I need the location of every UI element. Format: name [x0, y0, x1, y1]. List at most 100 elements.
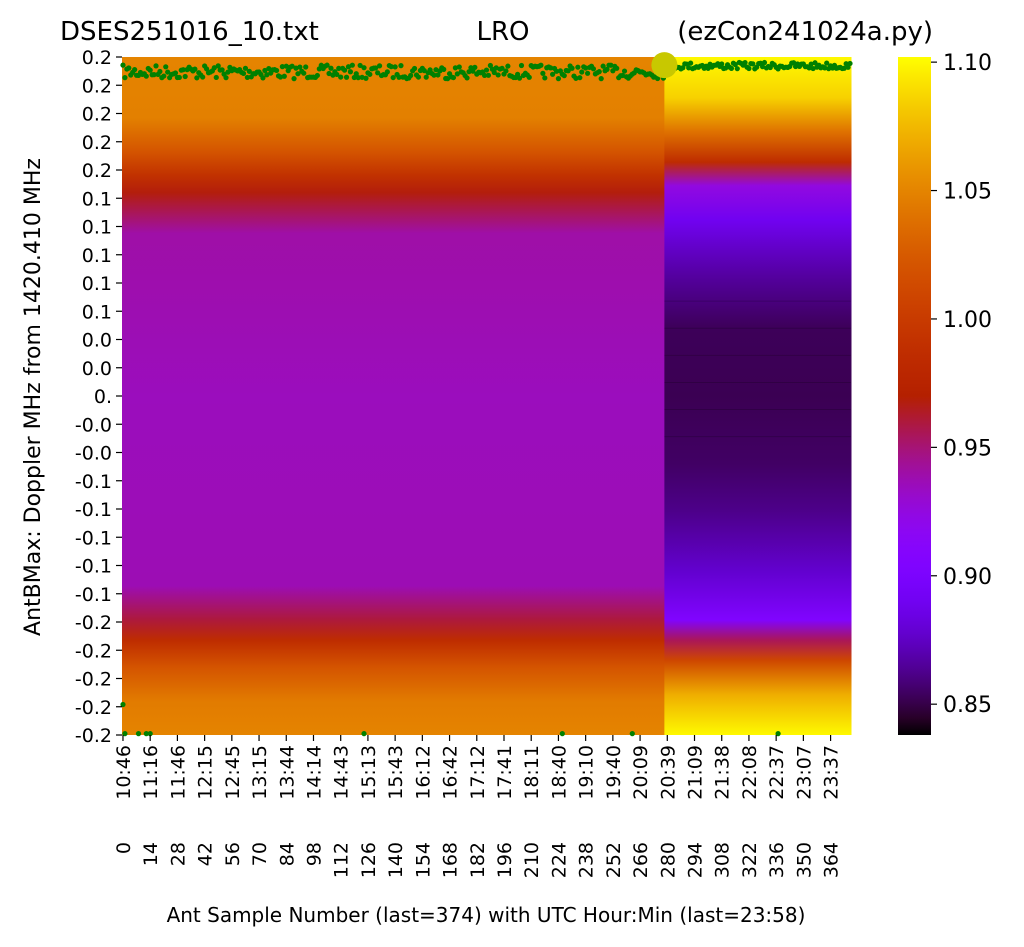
max-dot	[579, 69, 585, 75]
x-tick-sample: 98	[303, 842, 325, 866]
max-dot	[126, 65, 132, 71]
y-tick-label: -0.2	[75, 669, 112, 691]
x-tick-sample: 84	[276, 842, 298, 866]
max-dot	[775, 731, 781, 737]
max-dot	[161, 73, 167, 79]
max-dot	[172, 70, 179, 76]
y-tick-label: -0.0	[75, 443, 112, 465]
y-tick-label: 0.2	[82, 132, 112, 154]
max-dot	[569, 65, 575, 71]
max-dot	[297, 64, 303, 70]
colorbar-tick-label: 0.95	[943, 436, 992, 461]
y-tick-label: 0.1	[82, 273, 112, 295]
max-dot	[223, 75, 229, 81]
colorbar-tick-label: 1.00	[943, 308, 992, 333]
max-dot	[357, 62, 363, 69]
max-dot	[450, 74, 457, 81]
x-tick-time: 16:42	[440, 745, 462, 800]
max-dot	[596, 69, 602, 75]
max-dot	[291, 76, 297, 82]
max-dot	[279, 64, 285, 70]
max-dot	[561, 73, 567, 79]
max-dot	[518, 62, 525, 69]
max-dot	[328, 65, 334, 71]
max-dot	[283, 63, 289, 69]
max-dot	[213, 74, 219, 81]
max-dot	[495, 72, 501, 78]
max-dot	[289, 63, 295, 69]
max-dots	[120, 52, 853, 737]
x-tick-sample: 154	[412, 842, 434, 878]
max-dot	[353, 71, 359, 77]
x-tick-time: 12:45	[222, 745, 244, 800]
y-tick-label: -0.2	[75, 640, 112, 662]
x-tick-sample: 28	[167, 842, 189, 866]
max-dot	[203, 66, 210, 72]
max-dot	[293, 65, 299, 71]
max-dot	[244, 74, 250, 81]
max-dot	[472, 64, 478, 70]
x-tick-sample: 0	[113, 842, 135, 854]
max-dot	[421, 68, 427, 74]
max-dot	[481, 72, 488, 79]
max-dot	[361, 731, 367, 737]
max-dot	[565, 68, 571, 74]
max-dot	[590, 66, 597, 72]
max-dot	[384, 69, 390, 75]
max-dot	[614, 65, 620, 71]
max-dot	[822, 65, 828, 71]
x-tick-sample: 364	[821, 842, 843, 878]
colorbar-tick-label: 0.90	[943, 565, 992, 590]
heatmap-region-1	[664, 57, 852, 735]
x-tick-time: 15:43	[385, 745, 407, 800]
y-tick-label: -0.2	[75, 725, 112, 747]
y-tick-label: 0.0	[82, 358, 112, 380]
max-dot	[845, 64, 851, 70]
max-dot	[812, 60, 818, 66]
x-tick-sample: 140	[385, 842, 407, 878]
max-dot	[132, 67, 138, 73]
max-dot	[390, 74, 396, 81]
max-dot	[303, 64, 309, 70]
max-dot	[761, 59, 768, 66]
x-tick-sample: 112	[331, 842, 353, 878]
max-dot	[246, 68, 252, 74]
max-dot	[264, 72, 270, 78]
heatmap-region-0	[122, 57, 665, 735]
x-tick-time: 20:09	[630, 745, 652, 800]
x-tick-time: 21:09	[685, 745, 707, 800]
max-dot	[847, 60, 853, 67]
x-tick-time: 19:40	[603, 745, 625, 800]
title-left: DSES251016_10.txt	[60, 17, 319, 47]
max-dot	[219, 67, 225, 73]
max-dot	[194, 75, 200, 81]
max-dot	[452, 65, 458, 71]
x-tick-time: 22:08	[739, 745, 761, 800]
max-dot	[719, 61, 725, 67]
max-dot	[728, 65, 735, 71]
max-dot	[734, 66, 740, 72]
x-tick-sample: 196	[494, 842, 516, 878]
y-tick-label: 0.1	[82, 301, 112, 323]
x-tick-sample: 14	[140, 842, 162, 866]
y-axis: 0.2 0.2 0.2 0.2 0.2 0.1 0.1 0.1 0.1 0.1 0.0 0.0 0. -0…	[75, 47, 122, 747]
y-tick-label: -0.0	[75, 414, 112, 436]
x-tick-sample: 182	[467, 842, 489, 878]
max-dot	[151, 72, 157, 78]
x-tick-time: 11:46	[167, 745, 189, 800]
x-tick-time: 19:10	[576, 745, 598, 800]
max-dot	[376, 63, 383, 69]
max-dot	[485, 72, 492, 78]
x-tick-sample: 308	[712, 842, 734, 878]
max-dot	[415, 74, 422, 80]
max-dot	[575, 64, 581, 70]
max-dot	[445, 76, 451, 82]
x-tick-time: 13:15	[249, 745, 271, 800]
max-dot	[361, 65, 367, 71]
max-dot	[732, 61, 738, 68]
x-tick-sample: 266	[630, 842, 652, 878]
max-dot	[192, 66, 198, 72]
max-dot	[600, 63, 606, 69]
x-tick-sample: 294	[685, 842, 707, 878]
